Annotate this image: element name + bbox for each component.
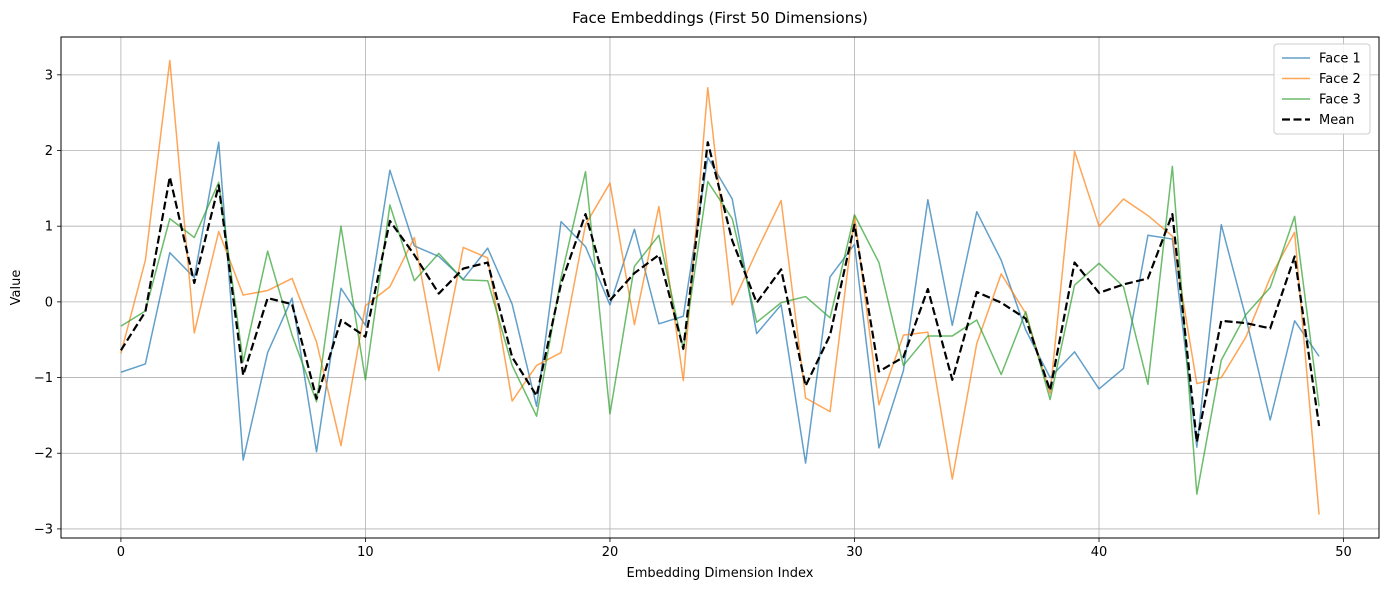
y-tick-label: 3	[45, 68, 53, 83]
legend-label: Face 2	[1319, 72, 1361, 87]
y-axis-label: Value	[9, 270, 24, 306]
chart-title: Face Embeddings (First 50 Dimensions)	[572, 9, 868, 27]
x-tick-label: 20	[602, 545, 619, 560]
series-line-face-3	[120, 165, 1320, 495]
x-tick-label: 10	[357, 545, 374, 560]
legend-label: Face 3	[1319, 93, 1361, 108]
y-tick-label: 2	[45, 144, 53, 159]
y-tick-label: −3	[34, 522, 53, 537]
x-tick-label: 40	[1091, 545, 1108, 560]
grid	[61, 37, 1379, 538]
x-axis-label: Embedding Dimension Index	[627, 566, 814, 581]
y-tick-label: 1	[45, 220, 53, 235]
y-tick-label: 0	[45, 295, 53, 310]
legend-box	[1273, 43, 1371, 135]
axis-ticks: 0 10 20 30 40 50 −3 −2 −1 0 1 2 3	[34, 68, 1352, 560]
legend-label: Face 1	[1319, 52, 1361, 67]
series-line-mean	[119, 141, 1321, 443]
plot-area-frame	[60, 36, 1380, 539]
series-lines	[119, 59, 1321, 515]
x-tick-label: 0	[117, 545, 125, 560]
legend: Face 1 Face 2 Face 3 Mean	[1273, 43, 1371, 135]
x-tick-label: 50	[1335, 545, 1352, 560]
y-tick-label: −1	[34, 371, 53, 386]
series-line-face-1	[120, 141, 1320, 464]
x-tick-label: 30	[846, 545, 863, 560]
series-line-face-2	[120, 59, 1320, 515]
y-tick-label: −2	[34, 447, 53, 462]
legend-label: Mean	[1319, 113, 1354, 128]
